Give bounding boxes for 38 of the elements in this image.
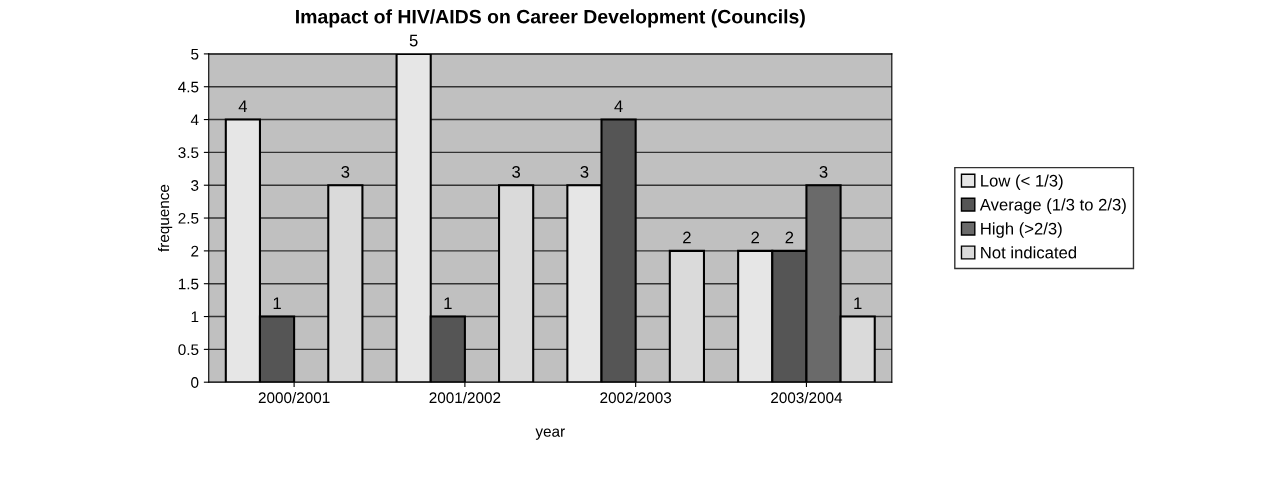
- y-tick-label: 2: [191, 245, 199, 257]
- y-tick-label: 4.5: [178, 81, 199, 93]
- data-label: 5: [409, 34, 418, 47]
- y-tick-label: 1: [191, 311, 199, 323]
- chart-title: Imapact of HIV/AIDS on Career Development (Councils): [296, 9, 805, 28]
- bar: [498, 184, 535, 383]
- legend-label: High (>2/3): [981, 222, 1062, 238]
- data-label: 2: [785, 231, 794, 244]
- x-tick-label: 2002/2003: [600, 391, 672, 404]
- data-label: 1: [854, 297, 862, 309]
- data-label: 2: [751, 231, 759, 244]
- data-label: 3: [580, 165, 589, 178]
- y-tick-label: 0: [191, 377, 199, 388]
- bar: [327, 184, 364, 383]
- x-tick-label: 2000/2001: [258, 391, 330, 404]
- bar: [668, 249, 706, 383]
- data-label: 2: [683, 231, 691, 244]
- y-tick-label: 1.5: [178, 278, 199, 290]
- legend-label: Not indicated: [981, 246, 1077, 259]
- data-label: 4: [614, 100, 623, 112]
- data-label: 4: [238, 100, 248, 112]
- data-label: 1: [273, 297, 281, 309]
- x-axis-title: year: [535, 428, 565, 440]
- data-label: 3: [819, 165, 828, 178]
- data-label: 3: [341, 165, 350, 178]
- legend-label: Average (1/3 to 2/3): [979, 198, 1126, 214]
- x-tick-label: 2001/2002: [429, 391, 501, 404]
- y-tick-label: 0.5: [178, 344, 199, 356]
- y-axis-title: frequence: [157, 184, 173, 252]
- x-tick-label: 2003/2004: [771, 391, 843, 404]
- y-tick-label: 2.5: [178, 212, 199, 224]
- data-label: 1: [444, 297, 452, 309]
- legend-label: Low (< 1/3): [981, 174, 1063, 190]
- y-tick-label: 3.5: [178, 147, 199, 159]
- y-tick-label: 4: [190, 114, 199, 126]
- y-tick-label: 5: [191, 48, 199, 60]
- y-tick-label: 3: [191, 180, 199, 191]
- data-label: 3: [512, 165, 521, 178]
